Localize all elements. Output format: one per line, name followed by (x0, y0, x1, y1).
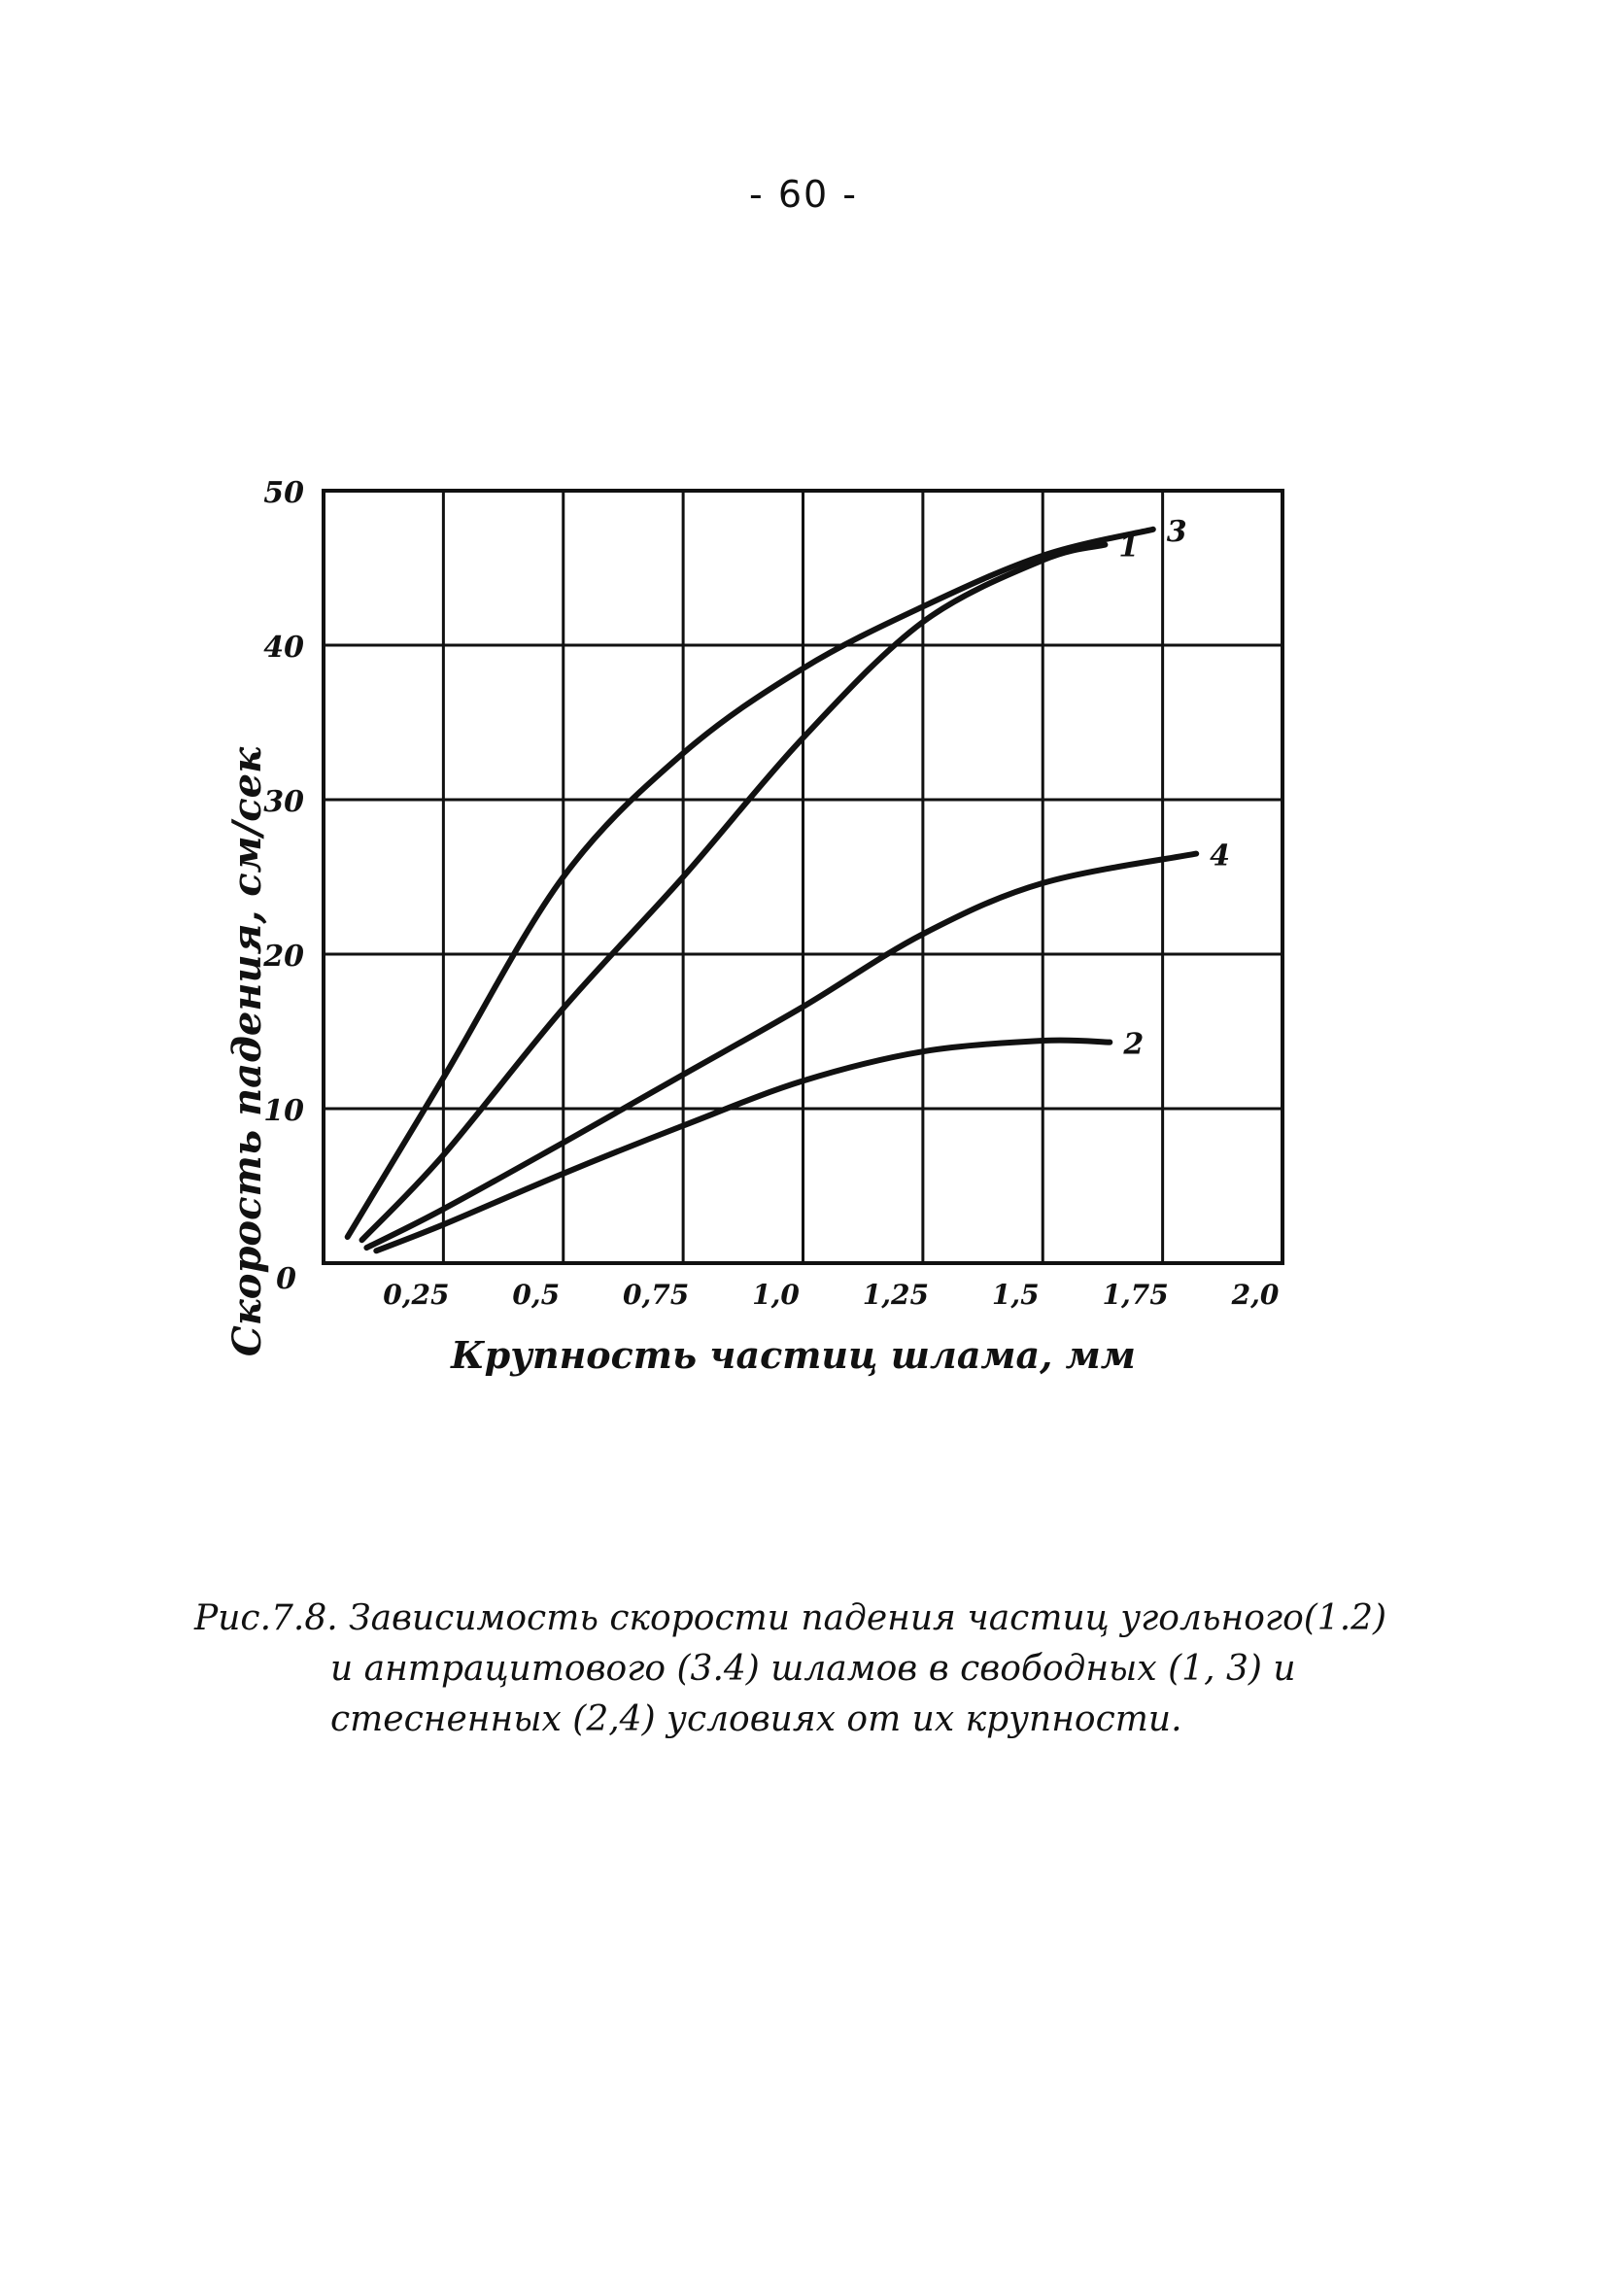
series-label-3: 3 (1167, 515, 1187, 549)
chart-series (344, 526, 1200, 1254)
caption-line-1: Рис.7.8. Зависимость скорости падения ча… (194, 1598, 1387, 1638)
series-line-2 (373, 1037, 1113, 1254)
figure-caption: Рис.7.8. Зависимость скорости падения ча… (194, 1593, 1457, 1745)
x-tick-label-0: 0,25 (383, 1279, 449, 1311)
plot-frame (322, 489, 1284, 1265)
series-label-4: 4 (1210, 840, 1230, 874)
page-number: - 60 - (749, 173, 858, 216)
x-tick-label-3: 1,0 (752, 1279, 800, 1311)
x-tick-label-6: 1,75 (1103, 1279, 1169, 1311)
x-tick-label-4: 1,25 (863, 1279, 929, 1311)
series-line-1 (359, 541, 1109, 1244)
y-tick-label-0: 10 (263, 1094, 304, 1128)
y-axis-label: Скорость падения, см/сек (224, 746, 270, 1356)
x-tick-label-7: 2,0 (1231, 1279, 1280, 1311)
origin-label: 0 (276, 1262, 296, 1296)
series-labels: 1 2 3 4 (1118, 515, 1230, 1062)
series-line-4 (363, 850, 1200, 1251)
y-axis-tick-labels: 10 20 30 40 50 (262, 476, 304, 1128)
x-tick-label-5: 1,5 (992, 1279, 1040, 1311)
caption-line-3: стесненных (2,4) условиях от их крупност… (330, 1699, 1182, 1739)
y-tick-label-1: 20 (262, 940, 304, 974)
series-line-3 (344, 526, 1156, 1240)
chart: 0,25 0,5 0,75 1,0 1,25 1,5 1,75 2,0 1020304050 … (224, 476, 1284, 1377)
caption-line-2: и антрацитового (3.4) шламов в свободных… (330, 1649, 1296, 1689)
y-tick-label-3: 40 (263, 631, 304, 665)
series-label-1: 1 (1118, 531, 1139, 565)
x-axis-label: Крупность частиц шлама, мм (450, 1333, 1136, 1377)
y-tick-label-4: 50 (263, 476, 304, 510)
chart-grid (324, 489, 1284, 1263)
y-tick-label-2: 30 (263, 785, 304, 819)
x-tick-label-1: 0,5 (512, 1279, 560, 1311)
x-axis-tick-labels: 0,25 0,5 0,75 1,0 1,25 1,5 1,75 2,0 (383, 1279, 1280, 1311)
series-label-2: 2 (1122, 1028, 1144, 1062)
x-tick-label-2: 0,75 (623, 1279, 689, 1311)
